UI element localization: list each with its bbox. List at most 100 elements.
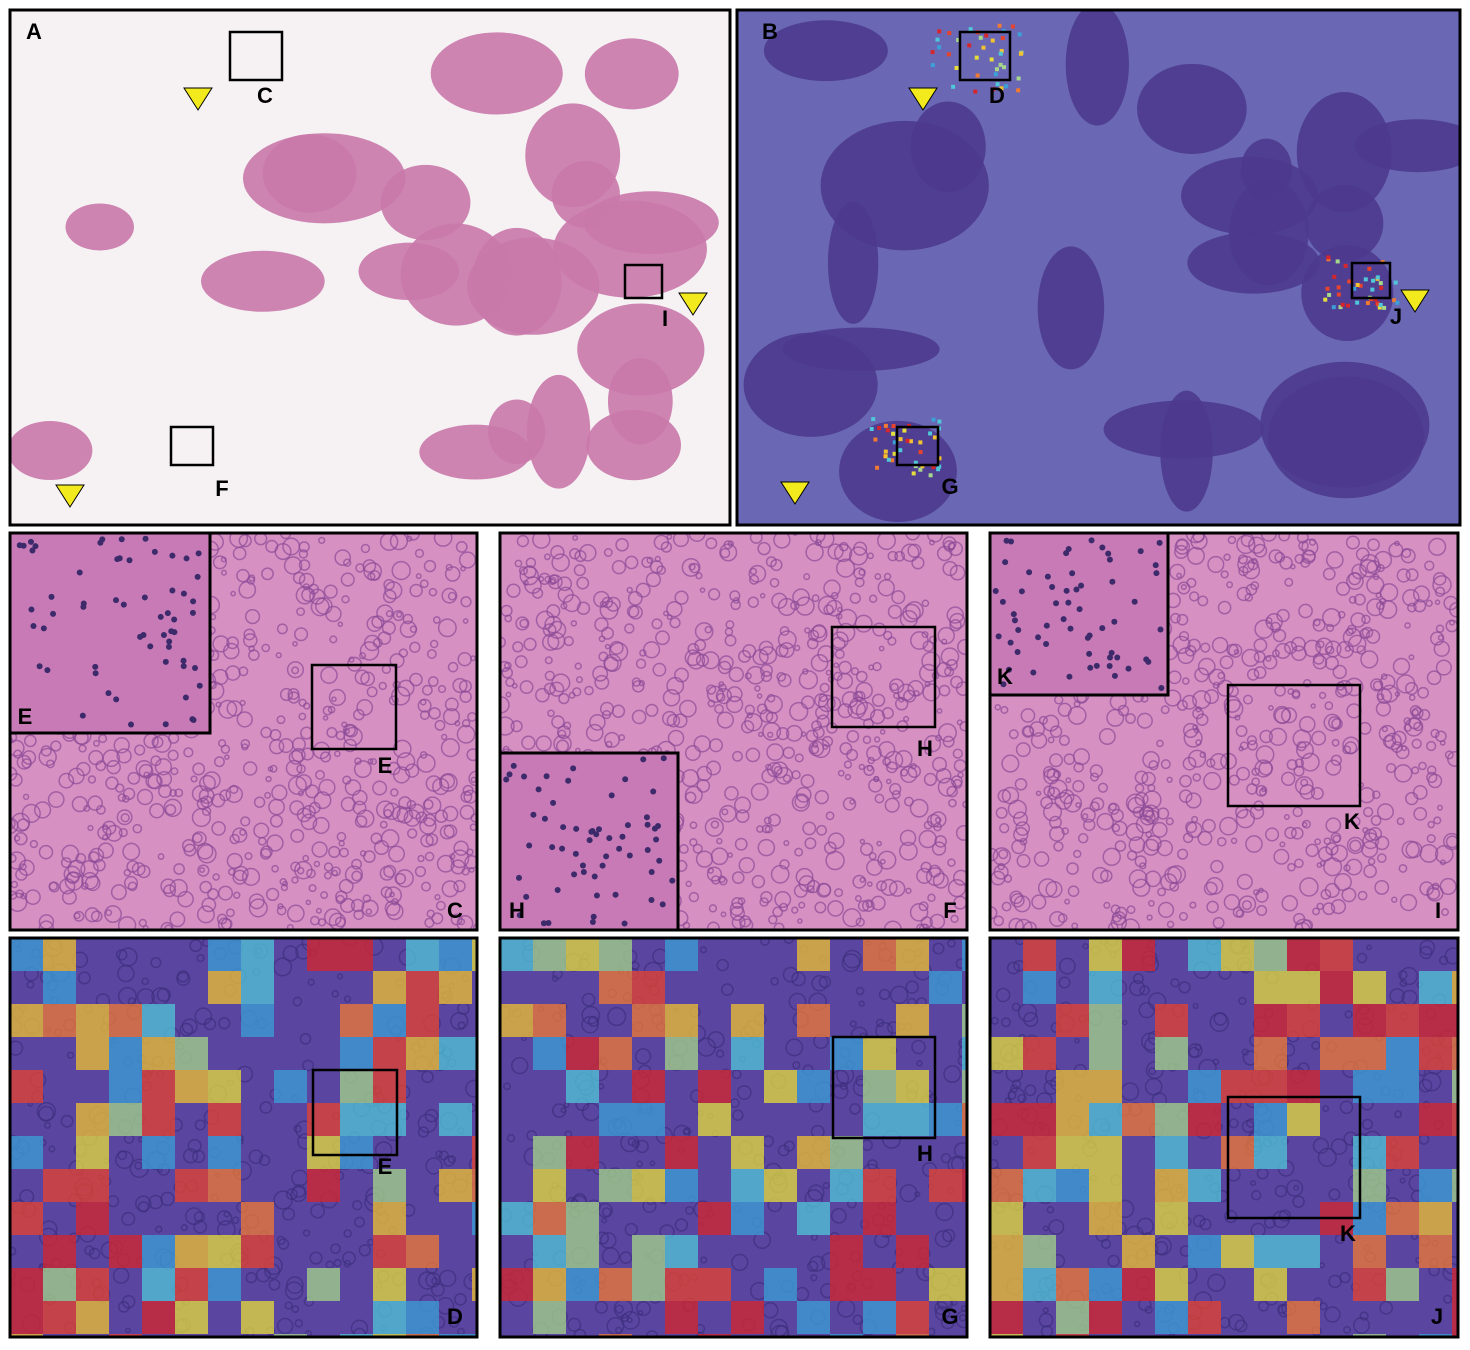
heat-cell xyxy=(632,1169,665,1202)
gland xyxy=(785,1038,804,1057)
heat-cell xyxy=(731,1169,764,1202)
gland xyxy=(808,740,825,757)
gland xyxy=(425,1272,441,1288)
gland xyxy=(744,713,763,732)
gland xyxy=(1443,832,1458,851)
heat-cell xyxy=(599,1268,632,1301)
heat-cell xyxy=(406,1037,439,1070)
gland xyxy=(202,771,221,790)
gland xyxy=(773,922,785,930)
gland xyxy=(726,686,743,703)
nucleus xyxy=(1060,616,1067,623)
gland xyxy=(825,850,845,871)
heat-cell xyxy=(1089,938,1122,971)
heat-dot xyxy=(994,67,999,72)
nucleus xyxy=(1086,632,1093,639)
gland xyxy=(854,894,862,902)
gland xyxy=(1145,835,1162,852)
gland xyxy=(334,916,346,928)
gland xyxy=(1145,831,1153,838)
gland xyxy=(738,856,755,874)
heat-dot xyxy=(997,23,1002,28)
heat-dot xyxy=(1379,285,1384,290)
gland xyxy=(551,553,570,572)
heat-dot xyxy=(891,431,896,436)
gland xyxy=(29,839,38,849)
heat-cell xyxy=(533,1004,566,1037)
gland xyxy=(1345,535,1360,550)
gland xyxy=(913,690,920,697)
gland xyxy=(1040,796,1054,810)
gland xyxy=(117,916,137,930)
gland xyxy=(738,649,751,663)
gland xyxy=(687,651,706,670)
gland xyxy=(674,590,689,605)
gland xyxy=(300,813,318,831)
gland xyxy=(793,644,801,652)
gland xyxy=(1066,862,1079,875)
arrowhead xyxy=(183,87,213,111)
heat-cell xyxy=(10,1004,43,1037)
gland xyxy=(419,751,428,759)
heat-cell xyxy=(10,1268,43,1301)
heat-dot xyxy=(898,448,903,453)
heat-cell xyxy=(797,938,830,971)
heat-cell xyxy=(1452,1169,1458,1202)
heat-dot xyxy=(885,428,890,433)
gland xyxy=(889,782,902,796)
gland xyxy=(718,875,726,884)
gland xyxy=(843,949,862,969)
nucleus xyxy=(655,822,662,829)
gland xyxy=(573,1328,587,1337)
gland xyxy=(662,688,681,707)
roi-box xyxy=(958,30,1012,82)
gland xyxy=(1103,901,1111,909)
gland xyxy=(811,738,831,759)
gland xyxy=(805,543,824,562)
heat-dot xyxy=(1010,24,1015,29)
gland xyxy=(462,618,469,624)
heat-dot xyxy=(999,48,1004,53)
gland xyxy=(160,878,177,895)
gland xyxy=(193,1211,206,1223)
heat-cell xyxy=(1287,1004,1320,1037)
gland xyxy=(635,1048,652,1065)
gland xyxy=(1024,1084,1037,1097)
gland xyxy=(362,559,377,573)
gland xyxy=(1303,679,1312,688)
gland xyxy=(298,572,315,589)
gland xyxy=(323,871,332,880)
heat-cell xyxy=(665,1136,698,1169)
gland xyxy=(512,641,524,653)
nucleus xyxy=(162,721,169,728)
gland xyxy=(646,556,654,564)
heat-dot xyxy=(902,428,907,433)
gland xyxy=(1348,572,1362,586)
gland xyxy=(746,712,753,719)
heat-dot xyxy=(1352,286,1357,291)
gland xyxy=(1401,840,1420,859)
gland xyxy=(804,837,817,850)
gland xyxy=(1016,853,1031,868)
gland xyxy=(455,540,468,553)
gland xyxy=(1230,837,1238,845)
gland xyxy=(1228,1118,1239,1129)
nucleus xyxy=(1018,588,1025,595)
heat-cell xyxy=(373,1301,406,1334)
gland xyxy=(792,1061,801,1070)
heat-cell xyxy=(1023,1235,1056,1268)
heat-dot xyxy=(999,86,1004,91)
heat-dot xyxy=(1393,280,1398,285)
gland xyxy=(874,573,882,580)
gland xyxy=(757,541,771,556)
gland xyxy=(1209,752,1228,771)
nucleus xyxy=(50,610,57,617)
nucleus xyxy=(621,920,628,927)
gland xyxy=(379,820,388,829)
gland xyxy=(1182,677,1190,685)
tissue xyxy=(1137,63,1247,154)
panel-label: I xyxy=(1435,898,1441,923)
gland xyxy=(635,582,651,598)
heat-cell xyxy=(665,1037,698,1070)
gland xyxy=(627,1137,637,1147)
